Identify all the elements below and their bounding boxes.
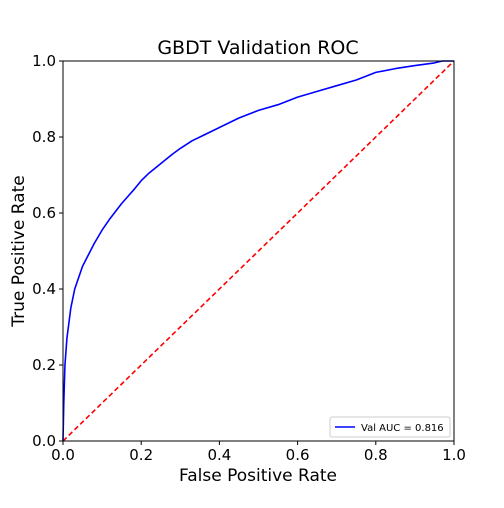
y-axis-ticks: 0.0 0.2 0.4 0.6 0.8 1.0 — [32, 52, 63, 450]
diagonal-reference-line — [62, 60, 455, 442]
y-tick-label: 0.8 — [32, 128, 56, 146]
plot-area — [62, 60, 455, 442]
y-tick-label: 0.0 — [32, 432, 56, 450]
x-axis-label: False Positive Rate — [179, 466, 337, 486]
y-tick-label: 0.4 — [32, 280, 56, 298]
x-tick-label: 0.4 — [207, 446, 231, 464]
y-tick-label: 0.6 — [32, 204, 56, 222]
roc-curve-line — [62, 60, 454, 442]
x-tick-label: 0.6 — [286, 446, 310, 464]
series-layer — [62, 60, 455, 442]
x-tick-label: 1.0 — [442, 446, 466, 464]
plot-frame — [62, 60, 455, 442]
y-axis-label: True Positive Rate — [9, 175, 29, 327]
chart-title: GBDT Validation ROC — [157, 37, 358, 59]
y-tick-label: 0.2 — [32, 356, 56, 374]
x-tick-label: 0.2 — [129, 446, 153, 464]
legend: Val AUC = 0.816 — [329, 416, 451, 438]
y-tick-label: 1.0 — [32, 52, 56, 70]
legend-box — [329, 416, 451, 438]
x-tick-label: 0.8 — [364, 446, 388, 464]
legend-entry-label: Val AUC = 0.816 — [361, 423, 444, 434]
x-axis-ticks: 0.0 0.2 0.4 0.6 0.8 1.0 — [51, 441, 466, 464]
x-tick-label: 0.0 — [51, 446, 75, 464]
